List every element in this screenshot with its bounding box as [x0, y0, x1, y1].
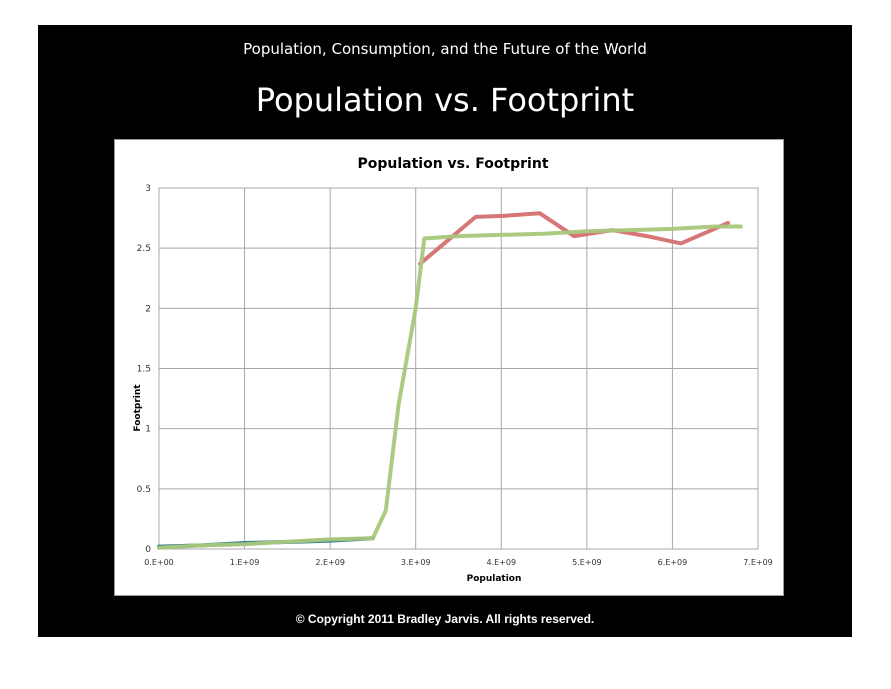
- y-tick-label: 0.5: [137, 485, 151, 495]
- chart-panel: 0 0.5 1 1.5 2 2.5 3 0.E+00 1.E+09 2.E+09 3.E+09 4.E…: [114, 139, 784, 596]
- x-tick-label: 1.E+09: [230, 558, 260, 567]
- series-line-3: [157, 224, 743, 550]
- tick-labels: 0 0.5 1 1.5 2 2.5 3 0.E+00 1.E+09 2.E+09 3.E+09 4.E…: [137, 184, 773, 567]
- y-tick-label: 2.5: [137, 244, 151, 254]
- series-line-1: [418, 211, 730, 266]
- line-chart: 0 0.5 1 1.5 2 2.5 3 0.E+00 1.E+09 2.E+09 3.E+09 4.E…: [133, 156, 773, 584]
- y-tick-label: 1.5: [137, 365, 151, 375]
- x-tick-label: 5.E+09: [572, 558, 602, 567]
- x-axis-label: Population: [467, 574, 522, 584]
- series-layer: [157, 211, 743, 550]
- x-tick-label: 6.E+09: [658, 558, 688, 567]
- x-tick-label: 0.E+00: [144, 558, 174, 567]
- slide: Population, Consumption, and the Future …: [38, 25, 852, 637]
- x-tick-label: 3.E+09: [401, 558, 431, 567]
- y-tick-label: 2: [145, 304, 151, 314]
- slide-subtitle: Population, Consumption, and the Future …: [243, 40, 647, 58]
- grid: [158, 187, 759, 550]
- y-axis-label: Footprint: [133, 384, 143, 432]
- y-tick-label: 3: [145, 184, 151, 194]
- slide-title: Population vs. Footprint: [255, 81, 635, 119]
- x-tick-label: 4.E+09: [486, 558, 516, 567]
- y-tick-label: 0: [145, 545, 151, 555]
- copyright-notice: © Copyright 2011 Bradley Jarvis. All rig…: [295, 612, 595, 626]
- x-tick-label: 7.E+09: [743, 558, 773, 567]
- y-tick-label: 1: [145, 425, 151, 435]
- x-tick-label: 2.E+09: [315, 558, 345, 567]
- chart-title: Population vs. Footprint: [357, 156, 548, 172]
